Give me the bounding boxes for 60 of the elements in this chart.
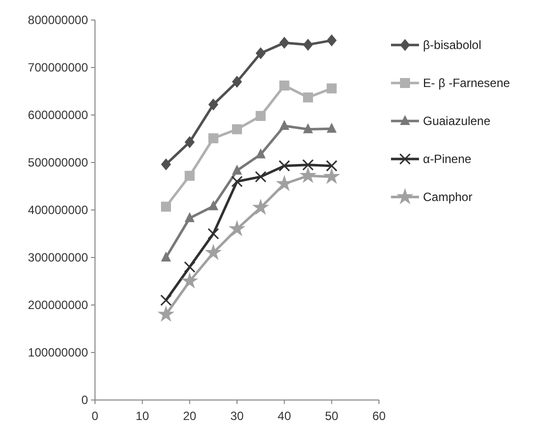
- point: [326, 34, 337, 46]
- point: [161, 252, 171, 262]
- point: [256, 148, 266, 158]
- point: [232, 76, 242, 88]
- point: [204, 244, 222, 260]
- legend-label: α-Pinene: [423, 152, 472, 166]
- legend-label: Camphor: [423, 190, 472, 204]
- point: [279, 120, 290, 130]
- point: [184, 170, 195, 181]
- point: [303, 38, 313, 51]
- y-tick-label: 700000000: [28, 60, 88, 75]
- y-tick-label: 800000000: [28, 13, 88, 28]
- legend-label: Guaiazulene: [423, 114, 491, 128]
- y-tick-label: 200000000: [28, 298, 88, 312]
- point: [232, 164, 242, 175]
- y-tick-label: 600000000: [28, 108, 88, 122]
- point: [160, 294, 172, 306]
- y-tick-label: 300000000: [28, 250, 88, 265]
- point: [303, 92, 313, 102]
- point: [208, 98, 218, 111]
- x-tick-label: 10: [136, 409, 150, 423]
- x-tick-label: 40: [278, 409, 292, 423]
- point: [326, 83, 337, 94]
- point: [279, 80, 290, 91]
- point: [231, 176, 243, 188]
- point: [256, 110, 266, 121]
- point: [184, 136, 195, 148]
- point: [181, 272, 198, 288]
- point: [232, 124, 242, 134]
- point: [326, 160, 338, 172]
- point: [303, 123, 313, 134]
- x-tick-label: 60: [372, 409, 386, 423]
- point: [326, 122, 337, 133]
- point: [279, 36, 290, 49]
- x-tick-label: 20: [182, 409, 197, 423]
- legend-label: E- β -Farnesene: [423, 76, 510, 90]
- point: [208, 228, 220, 240]
- point: [256, 47, 266, 60]
- point: [278, 160, 290, 172]
- y-tick-label: 400000000: [28, 203, 88, 218]
- point: [208, 133, 218, 144]
- y-tick-label: 500000000: [28, 156, 88, 170]
- point: [208, 200, 218, 210]
- point: [184, 261, 196, 273]
- x-tick-label: 50: [324, 409, 339, 423]
- point: [228, 220, 246, 236]
- legend-label: β-bisabolol: [423, 38, 482, 52]
- point: [323, 168, 340, 184]
- x-tick-label: 0: [92, 409, 99, 423]
- point: [299, 166, 317, 184]
- y-tick-label: 0: [81, 393, 88, 408]
- point: [157, 306, 175, 322]
- point: [302, 159, 314, 171]
- point: [252, 198, 270, 215]
- point: [184, 212, 195, 222]
- x-tick-label: 30: [230, 409, 244, 423]
- point: [161, 202, 171, 212]
- y-tick-label: 100000000: [28, 346, 88, 360]
- point: [161, 158, 171, 170]
- point: [254, 171, 266, 182]
